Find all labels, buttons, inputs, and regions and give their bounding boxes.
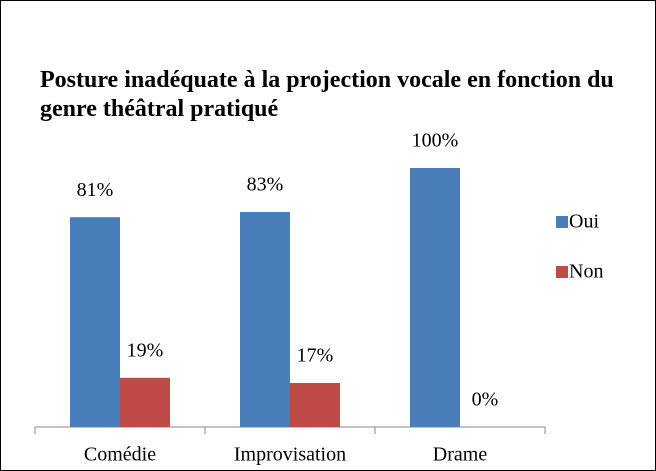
data-label: 100% xyxy=(412,130,459,152)
data-label: 0% xyxy=(472,389,499,411)
data-label: 17% xyxy=(297,345,334,367)
bar xyxy=(70,217,120,427)
x-tick-label: Drame xyxy=(433,444,488,466)
bar xyxy=(120,377,170,427)
legend-label: Non xyxy=(569,261,603,283)
x-tick-label: Improvisation xyxy=(234,444,346,466)
bar xyxy=(410,168,460,427)
bar xyxy=(240,212,290,427)
data-label: 81% xyxy=(77,179,114,201)
data-label: 83% xyxy=(247,174,284,196)
chart-title: Posture inadéquate à la projection vocal… xyxy=(40,67,614,122)
legend-swatch xyxy=(556,266,568,278)
bar xyxy=(290,382,340,427)
data-label: 19% xyxy=(127,339,164,361)
legend-label: Oui xyxy=(569,211,599,233)
x-tick-label: Comédie xyxy=(84,444,156,466)
legend-swatch xyxy=(556,216,568,228)
